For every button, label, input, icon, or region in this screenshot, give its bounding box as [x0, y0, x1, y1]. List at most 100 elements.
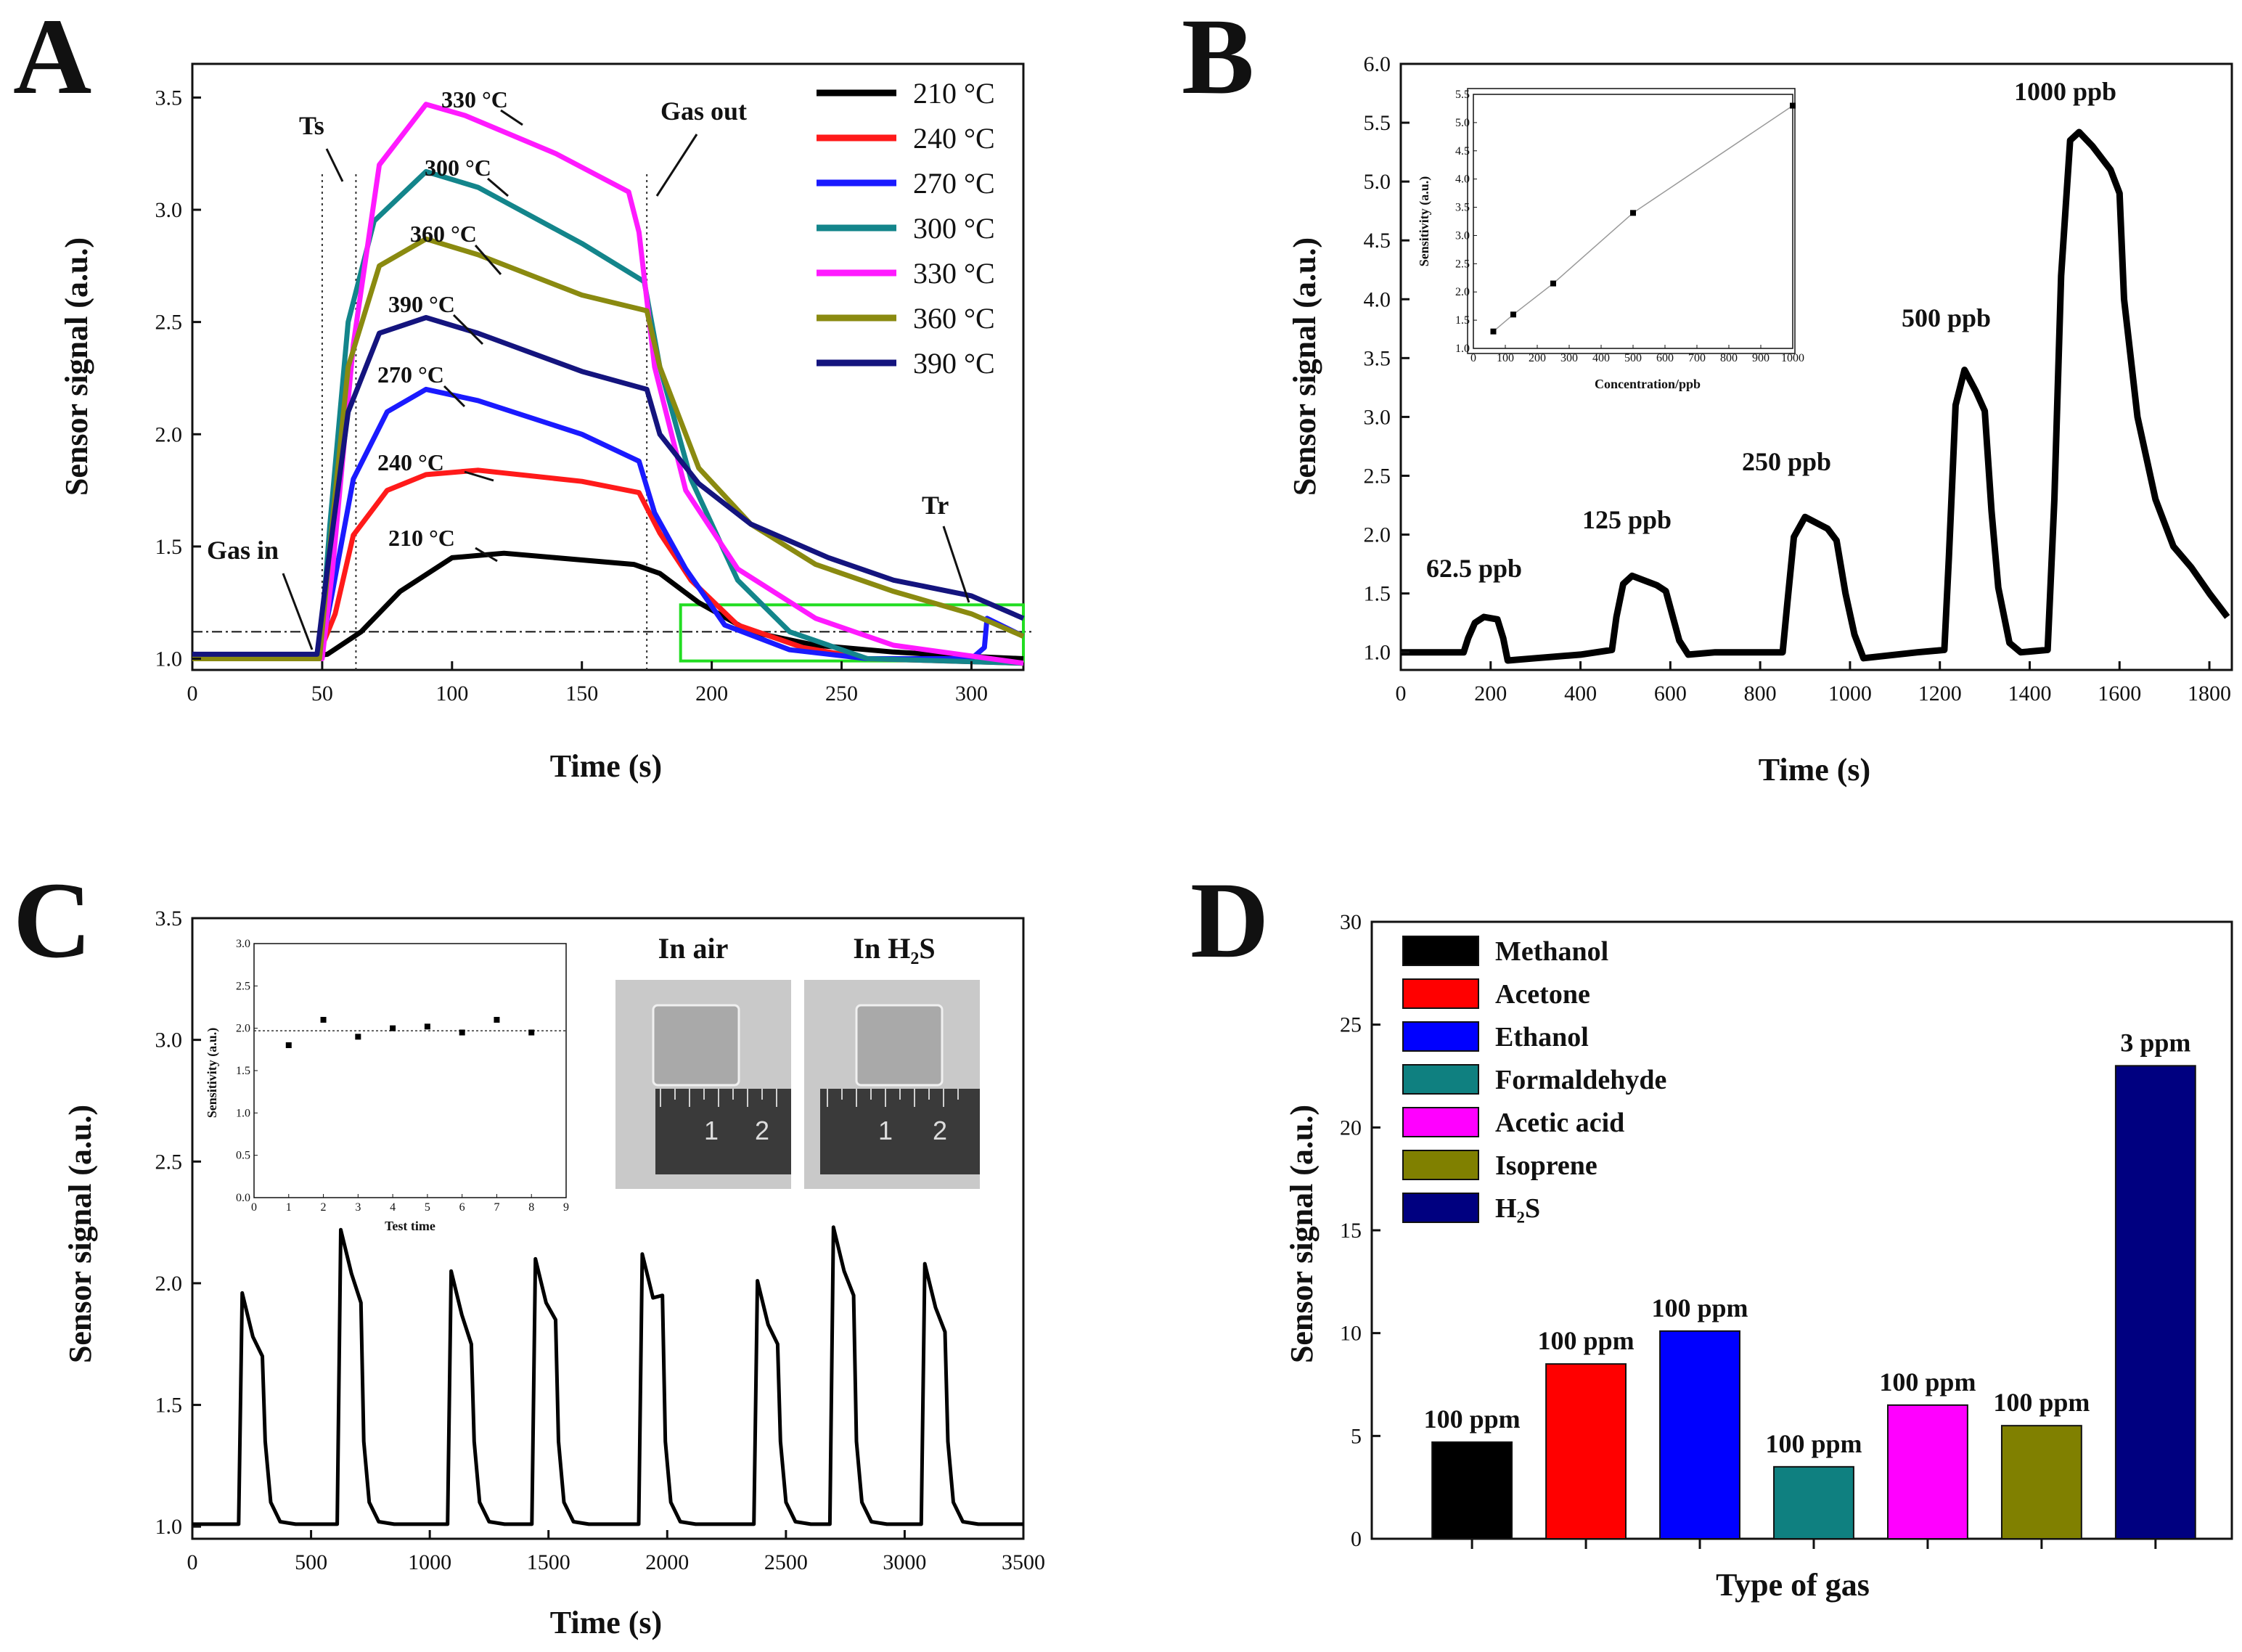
d-legend-swatch-1: [1402, 978, 1479, 1009]
c-xtick-label: 2000: [645, 1550, 689, 1574]
photo-h2s-ruler-ticks: [827, 1089, 959, 1107]
d-bar-label-0: 100 ppm: [1424, 1404, 1521, 1434]
d-legend-label-5: Isoprene: [1495, 1150, 1597, 1181]
panel-c-inset-ylabel: Sensitivity (a.u.): [205, 1028, 220, 1119]
anno-a-330: 330 °C: [441, 86, 508, 113]
c-inset-point: [390, 1025, 396, 1031]
d-bar-0: [1431, 1441, 1513, 1540]
d-ytick-label: 20: [1340, 1116, 1362, 1140]
photo-h2s-ruler-2: 2: [933, 1116, 947, 1145]
photo-label-air: In air: [658, 932, 729, 965]
b-inset-ytick-label: 1.5: [1455, 314, 1470, 327]
panel-letter-c: C: [13, 860, 91, 981]
photo-h2s-ruler-1: 1: [878, 1116, 893, 1145]
c-inset-xtick-label: 9: [563, 1201, 569, 1214]
panel-a-anno-arrows: [443, 109, 523, 563]
c-inset-ytick-label: 2.5: [236, 980, 250, 992]
panel-letter-b: B: [1182, 0, 1254, 117]
b-ytick-label: 2.0: [1364, 523, 1391, 547]
photo-air-ruler-ticks: [660, 1089, 777, 1107]
b-ytick-label: 3.0: [1364, 405, 1391, 429]
arrow-ts: [325, 148, 344, 182]
d-bar-2: [1659, 1330, 1740, 1540]
anno-b-125: 125 ppb: [1582, 505, 1672, 534]
d-bar-6: [2114, 1065, 2196, 1540]
legend-a-330: 330 °C: [913, 257, 995, 290]
c-xtick-label: 0: [187, 1550, 198, 1574]
panel-c-inset-xlabel: Test time: [385, 1219, 435, 1233]
b-inset-xtick-label: 800: [1720, 352, 1738, 364]
panel-c-photos: In air In H₂S 1 2: [615, 932, 980, 1189]
anno-a-300: 300 °C: [425, 155, 491, 181]
d-ytick-label: 10: [1340, 1322, 1362, 1346]
d-legend-swatch-4: [1402, 1107, 1479, 1137]
b-ytick-label: 5.5: [1364, 111, 1391, 135]
arrow-a-330: [500, 109, 523, 126]
panel-a-ylabel: Sensor signal (a.u.): [59, 237, 94, 496]
a-ytick-label: 2.5: [155, 311, 183, 335]
c-inset-xtick-label: 3: [355, 1201, 361, 1214]
arrow-a-390: [452, 314, 484, 345]
a-series-line-210: [192, 550, 1024, 661]
b-inset-xtick-label: 500: [1624, 352, 1642, 364]
b-inset-xtick-label: 200: [1529, 352, 1546, 364]
panel-c-ylabel: Sensor signal (a.u.): [62, 1105, 98, 1363]
d-bar-label-1: 100 ppm: [1538, 1326, 1635, 1355]
panel-b-plot-frame: [1399, 62, 2233, 671]
arrow-gas-out: [655, 134, 698, 197]
b-series-line: [1401, 128, 2230, 664]
c-inset-point: [424, 1023, 430, 1030]
legend-a-360: 360 °C: [913, 302, 995, 335]
legend-a-210: 210 °C: [913, 77, 995, 110]
a-series-line-300: [192, 168, 1024, 666]
c-inset-point: [320, 1017, 327, 1023]
c-inset-point: [355, 1034, 361, 1040]
b-inset-ytick-label: 4.5: [1455, 145, 1470, 158]
a-ytick-label: 3.5: [155, 86, 183, 110]
a-series-line-390: [192, 315, 1025, 657]
photo-label-h2s: In H₂S: [853, 932, 935, 965]
b-inset-ytick-label: 2.5: [1455, 258, 1470, 270]
panel-letter-d: D: [1190, 860, 1269, 981]
b-inset-ytick-label: 3.5: [1455, 202, 1470, 214]
d-ytick-label: 0: [1351, 1527, 1362, 1551]
a-xtick-label: 0: [187, 682, 198, 706]
c-ytick-label: 2.0: [155, 1272, 183, 1296]
a-zoom-box: [679, 603, 1025, 663]
d-ytick-label: 25: [1340, 1013, 1362, 1037]
panel-d-ylabel: Sensor signal (a.u.): [1284, 1105, 1320, 1363]
anno-a-270: 270 °C: [377, 361, 444, 388]
a-xtick-label: 200: [695, 682, 728, 706]
panel-d-legend: Methanol Acetone Ethanol Formaldehyde Acetic…: [1402, 936, 1666, 1224]
photo-in-air: 1 2: [615, 980, 791, 1189]
d-legend-swatch-2: [1402, 1021, 1479, 1052]
c-inset-point: [459, 1029, 465, 1036]
anno-a-210: 210 °C: [388, 525, 455, 551]
b-xtick-label: 1200: [1918, 682, 1962, 706]
d-legend-label-6: H₂S: [1495, 1193, 1540, 1224]
c-inset-xtick-label: 6: [459, 1201, 465, 1214]
arrow-a-210: [475, 547, 498, 563]
b-xtick-label: 800: [1744, 682, 1777, 706]
b-xtick-label: 200: [1474, 682, 1507, 706]
d-legend-swatch-3: [1402, 1064, 1479, 1095]
b-inset-point: [1550, 280, 1556, 287]
a-series-line-270: [192, 386, 1025, 661]
c-xtick-label: 1500: [527, 1550, 570, 1574]
d-ytick-label: 30: [1340, 910, 1362, 934]
b-inset-ytick-label: 2.0: [1455, 286, 1470, 298]
b-xtick-label: 1800: [2188, 682, 2231, 706]
d-legend-swatch-5: [1402, 1150, 1479, 1180]
c-xtick-label: 3000: [883, 1550, 926, 1574]
panel-a-chart: 0 50 100 150 200 250 300 1.0 1.5 2.0 2.5 3.0 3.5 Tim…: [59, 62, 1034, 784]
panel-b-inset-xlabel: Concentration/ppb: [1595, 377, 1701, 391]
b-xtick-label: 0: [1396, 682, 1407, 706]
anno-b-500: 500 ppb: [1902, 303, 1991, 332]
b-ytick-label: 5.0: [1364, 170, 1391, 194]
photo-air-sensor: [652, 1004, 740, 1087]
a-series-line-360: [192, 236, 1025, 661]
panel-b-inset-bg: [1466, 87, 1796, 356]
b-inset-xtick-label: 0: [1470, 352, 1476, 364]
c-inset-point: [528, 1029, 535, 1036]
